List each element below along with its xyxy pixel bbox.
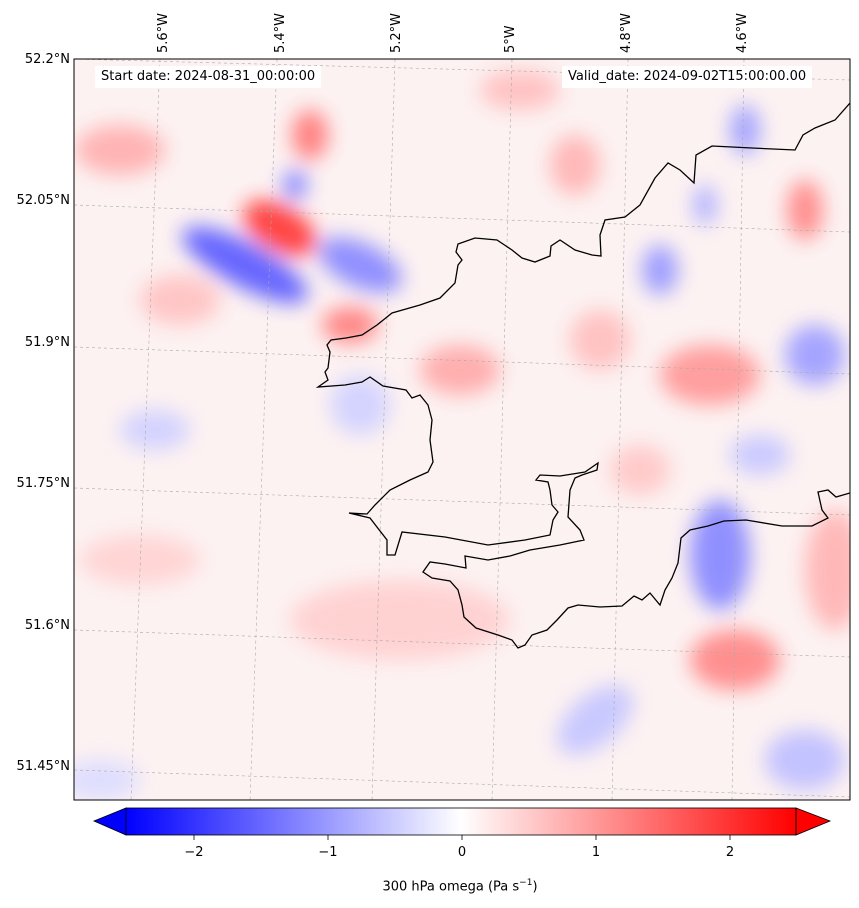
colorbar-gradient (126, 808, 796, 835)
colorbar-tick-label: 2 (725, 845, 735, 860)
colorbar-tick-label: 0 (457, 845, 467, 860)
lon-label-5-2w: 5.2°W (389, 12, 404, 53)
colorbar-label: 300 hPa omega (Pa s−1) (382, 878, 538, 895)
omega-field (74, 59, 850, 800)
lon-label-4-6w: 4.6°W (735, 12, 750, 53)
lat-label-51-9n: 51.9°N (24, 335, 70, 350)
lon-label-4-8w: 4.8°W (619, 12, 634, 53)
lat-label-51-45n: 51.45°N (16, 759, 70, 774)
lat-label-51-75n: 51.75°N (16, 476, 70, 491)
lat-label-51-6n: 51.6°N (24, 618, 70, 633)
colorbar-tick-label: −2 (184, 845, 204, 860)
colorbar-tick-label: 1 (591, 845, 601, 860)
start-date-label: Start date: 2024-08-31_00:00:00 (95, 66, 322, 88)
lon-label-5w: 5°W (503, 25, 518, 53)
lat-label-52-05n: 52.05°N (16, 193, 70, 208)
lon-label-5-6w: 5.6°W (156, 12, 171, 53)
coastline (315, 102, 850, 649)
lat-label-52-2n: 52.2°N (24, 52, 70, 67)
colorbar-min-extend (92, 807, 127, 836)
colorbar-tick-label: −1 (318, 845, 338, 860)
lon-label-5-4w: 5.4°W (273, 12, 288, 53)
colorbar (92, 807, 832, 840)
map-border (73, 58, 851, 801)
valid-date-label: Valid_date: 2024-09-02T15:00:00.00 (562, 66, 813, 88)
colorbar-max-extend (795, 807, 832, 836)
